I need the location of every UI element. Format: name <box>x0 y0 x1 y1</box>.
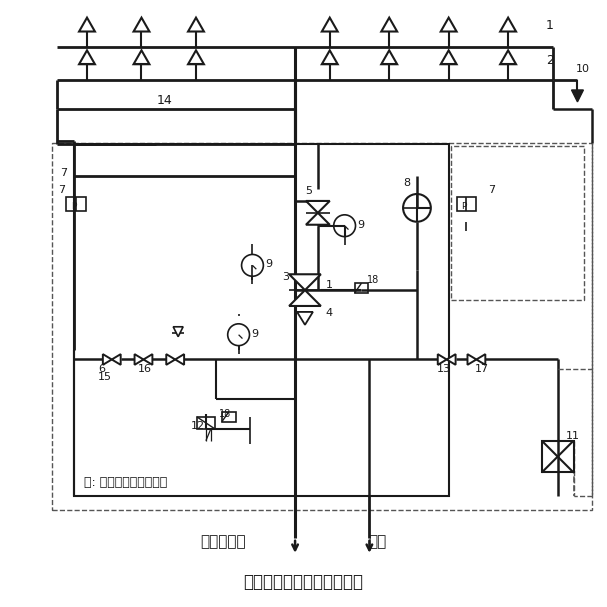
Text: 注: 框内为雨淋报警阀组: 注: 框内为雨淋报警阀组 <box>84 476 168 489</box>
Text: 9: 9 <box>265 259 273 270</box>
Bar <box>542 441 574 472</box>
Bar <box>197 417 215 429</box>
Text: P: P <box>461 202 467 211</box>
Text: 8: 8 <box>403 178 410 188</box>
Text: 13: 13 <box>437 364 451 375</box>
Polygon shape <box>103 354 112 365</box>
Text: 18: 18 <box>219 409 231 419</box>
Polygon shape <box>143 354 152 365</box>
Text: 接消防供水: 接消防供水 <box>200 534 246 549</box>
Polygon shape <box>173 327 183 337</box>
Text: 排水: 排水 <box>368 534 387 549</box>
Polygon shape <box>572 90 583 102</box>
Polygon shape <box>175 354 184 365</box>
Polygon shape <box>297 312 313 325</box>
Text: 10: 10 <box>575 64 589 74</box>
Text: 9: 9 <box>358 220 365 229</box>
Text: 16: 16 <box>138 364 152 375</box>
Text: 7: 7 <box>488 185 495 195</box>
Bar <box>450 146 585 300</box>
Text: 3: 3 <box>282 272 289 282</box>
Polygon shape <box>438 354 447 365</box>
Bar <box>222 412 236 422</box>
Polygon shape <box>447 354 456 365</box>
Text: 14: 14 <box>157 94 172 107</box>
Polygon shape <box>306 201 330 213</box>
Text: 4: 4 <box>326 308 333 318</box>
Text: 18: 18 <box>367 275 379 285</box>
Bar <box>52 143 592 510</box>
Text: 2: 2 <box>546 54 554 67</box>
Polygon shape <box>476 354 486 365</box>
Text: 7: 7 <box>58 185 66 195</box>
Polygon shape <box>289 274 321 290</box>
Text: 17: 17 <box>475 364 489 375</box>
Text: 15: 15 <box>98 372 112 382</box>
Polygon shape <box>289 290 321 306</box>
Text: 11: 11 <box>566 431 580 441</box>
Polygon shape <box>112 354 121 365</box>
Polygon shape <box>467 354 476 365</box>
Polygon shape <box>135 354 143 365</box>
Polygon shape <box>166 354 175 365</box>
Bar <box>66 197 86 211</box>
Text: 7: 7 <box>60 168 67 178</box>
Text: 传动管启动雨淋系统示意图: 传动管启动雨淋系统示意图 <box>243 574 363 591</box>
Text: 1: 1 <box>326 280 333 290</box>
Text: P: P <box>71 202 76 211</box>
Text: 6: 6 <box>98 364 105 375</box>
Text: 9: 9 <box>251 329 259 339</box>
Bar <box>74 144 449 496</box>
Polygon shape <box>306 213 330 225</box>
Text: 5: 5 <box>305 186 312 196</box>
Bar <box>354 283 368 293</box>
Text: 1: 1 <box>546 19 554 32</box>
Bar <box>456 197 476 211</box>
Text: 12: 12 <box>191 421 205 431</box>
